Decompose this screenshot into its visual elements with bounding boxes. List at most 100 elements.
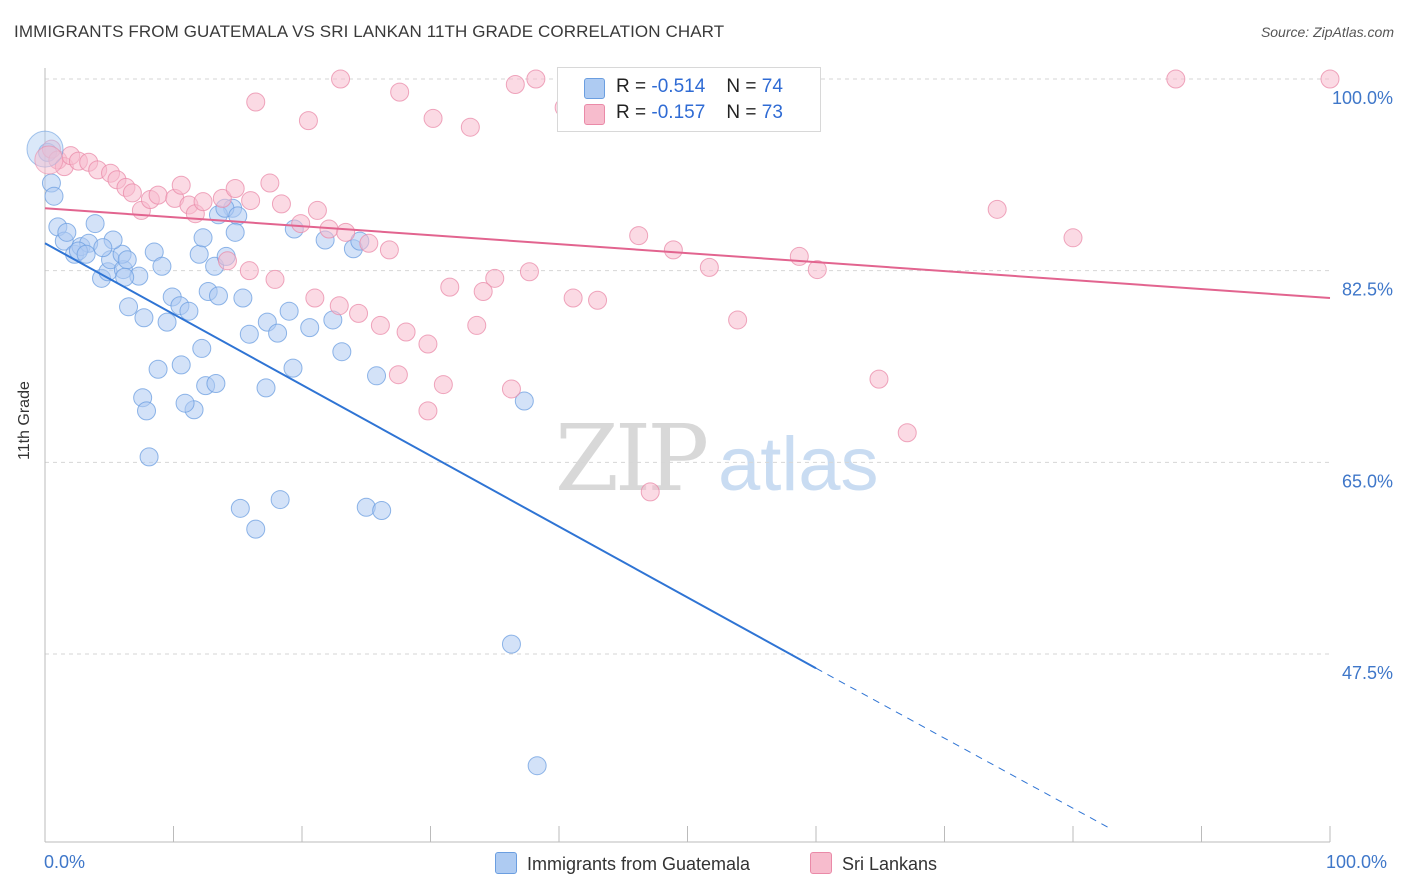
guatemala-point	[279, 301, 299, 321]
srilankan-point	[271, 194, 291, 214]
guatemala-point	[152, 256, 172, 276]
guatemala-point	[175, 393, 195, 413]
srilankan-point	[331, 69, 351, 89]
bottom-legend-swatch-srilankan	[810, 852, 832, 874]
srilankan-point	[265, 269, 285, 289]
srilankan-point	[336, 222, 356, 242]
x-tick-label-min: 0.0%	[44, 852, 86, 872]
srilankan-point	[1166, 69, 1186, 89]
srilankan-point	[501, 379, 521, 399]
srilankan-point	[379, 240, 399, 260]
srilankan-point	[629, 226, 649, 246]
guatemala-point	[85, 214, 105, 234]
guatemala-point	[256, 378, 276, 398]
legend-r-label: R =	[616, 102, 647, 123]
srilankan-point	[349, 303, 369, 323]
watermark-zip: ZIP	[555, 405, 706, 512]
srilankan-point	[148, 185, 168, 205]
watermark-atlas: atlas	[718, 422, 879, 507]
guatemala-point	[139, 447, 159, 467]
srilankan-point	[1320, 69, 1340, 89]
bottom-legend-srilankan: Sri Lankans	[810, 852, 937, 875]
srilankan-point	[789, 246, 809, 266]
guatemala-point	[93, 238, 113, 258]
guatemala-point	[134, 308, 154, 328]
guatemala-trend-extension	[815, 667, 1112, 830]
srilankan-point	[433, 375, 453, 395]
srilankan-point	[260, 173, 280, 193]
guatemala-point	[283, 358, 303, 378]
guatemala-point	[157, 312, 177, 332]
srilankan-point	[246, 92, 266, 112]
srilankan-point	[225, 179, 245, 199]
srilankan-point	[663, 240, 683, 260]
bottom-legend-swatch-guatemala	[495, 852, 517, 874]
legend-swatch-guatemala	[584, 78, 605, 99]
srilankan-point	[526, 69, 546, 89]
srilankan-point	[305, 288, 325, 308]
srilankan-point	[418, 334, 438, 354]
y-tick-label: 47.5%	[1342, 663, 1393, 683]
guatemala-point	[137, 401, 157, 421]
srilankan-point	[359, 233, 379, 253]
guatemala-point	[356, 497, 376, 517]
guatemala-point	[230, 498, 250, 518]
guatemala-point	[239, 324, 259, 344]
guatemala-point	[270, 490, 290, 510]
legend-n-value: 73	[761, 102, 783, 123]
srilankan-point	[485, 268, 505, 288]
guatemala-point	[300, 318, 320, 338]
legend-r-value: -0.157	[651, 102, 706, 123]
x-tick-label-max: 100.0%	[1326, 852, 1388, 872]
guatemala-point	[225, 222, 245, 242]
srilankan-point	[588, 290, 608, 310]
bottom-legend-label: Sri Lankans	[842, 854, 938, 874]
srilankan-point	[423, 108, 443, 128]
srilankan-trend-line	[44, 207, 1331, 300]
srilankan-point	[699, 257, 719, 277]
srilankan-point	[897, 423, 917, 443]
guatemala-point	[192, 338, 212, 358]
srilankan-point	[193, 192, 213, 212]
srilankan-point	[1063, 228, 1083, 248]
bottom-legend-guatemala: Immigrants from Guatemala	[495, 852, 750, 875]
guatemala-point	[119, 297, 139, 317]
guatemala-point	[514, 391, 534, 411]
guatemala-point	[208, 286, 228, 306]
guatemala-point	[367, 366, 387, 386]
srilankan-point	[171, 175, 191, 195]
guatemala-point	[171, 355, 191, 375]
srilankan-point	[239, 261, 259, 281]
guatemala-point	[179, 301, 199, 321]
legend-n-label: N =	[726, 102, 757, 123]
guatemala-point	[246, 519, 266, 539]
srilankan-point	[370, 315, 390, 335]
srilankan-point	[473, 281, 493, 301]
bottom-legend-label: Immigrants from Guatemala	[527, 854, 751, 874]
srilankan-point	[869, 369, 889, 389]
srilankan-point	[505, 74, 525, 94]
srilankan-point	[241, 191, 261, 211]
source-label: Source: ZipAtlas.com	[1260, 24, 1394, 40]
srilankan-point	[563, 288, 583, 308]
srilankan-point	[728, 310, 748, 330]
guatemala-point	[501, 634, 521, 654]
srilankan-point	[807, 260, 827, 280]
guatemala-point	[332, 342, 352, 362]
srilankan-point	[298, 111, 318, 131]
guatemala-point	[206, 373, 226, 393]
y-tick-label: 100.0%	[1332, 88, 1393, 108]
stats-legend: R = -0.514 N = 74 R = -0.157 N = 73	[557, 67, 821, 132]
srilankan-point	[519, 262, 539, 282]
guatemala-point	[57, 222, 77, 242]
srilankan-point	[440, 277, 460, 297]
guatemala-point	[44, 186, 64, 206]
srilankan-point	[329, 296, 349, 316]
guatemala-point	[76, 244, 96, 264]
guatemala-trend-line	[44, 242, 817, 670]
srilankan-point	[307, 200, 327, 220]
srilankan-point	[291, 214, 311, 234]
srilankan-point	[640, 482, 660, 502]
guatemala-point	[189, 244, 209, 264]
